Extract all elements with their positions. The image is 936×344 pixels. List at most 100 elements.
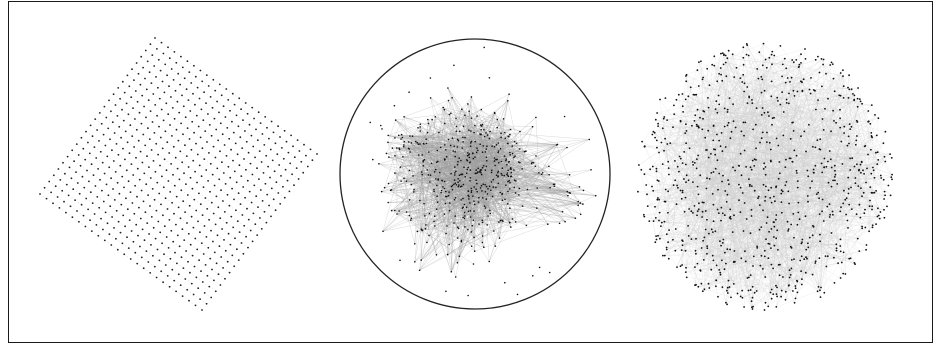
grid-node — [120, 203, 123, 206]
cluster-node — [509, 207, 511, 209]
grid-node — [144, 49, 147, 52]
cloud-node — [769, 148, 772, 151]
cluster-node — [476, 147, 478, 149]
grid-node — [159, 136, 162, 139]
grid-node — [119, 231, 122, 234]
cloud-node — [646, 193, 648, 196]
cluster-node — [475, 179, 477, 181]
grid-node — [213, 184, 216, 187]
grid-node — [140, 55, 143, 58]
cloud-node — [858, 168, 860, 171]
grid-node — [198, 192, 200, 195]
cloud-node — [815, 193, 818, 196]
cloud-node — [770, 228, 773, 230]
cluster-node — [489, 212, 492, 215]
grid-node — [71, 149, 74, 152]
cloud-node — [768, 243, 771, 245]
cluster-node — [515, 180, 517, 182]
cloud-node — [659, 98, 661, 101]
cluster-node — [500, 160, 503, 163]
cloud-node — [891, 173, 893, 176]
cluster-node — [504, 137, 507, 140]
cloud-node — [764, 173, 767, 176]
grid-node — [203, 91, 206, 94]
cluster-node — [416, 141, 418, 144]
grid-node — [221, 161, 223, 164]
cloud-node — [839, 72, 842, 74]
cluster-node — [492, 186, 495, 188]
cloud-node — [882, 142, 885, 145]
cloud-node — [699, 116, 701, 119]
cloud-node — [655, 170, 658, 173]
cloud-node — [854, 177, 857, 179]
grid-node — [233, 198, 235, 201]
cloud-node — [660, 221, 663, 224]
grid-node — [119, 97, 121, 100]
grid-node — [215, 128, 218, 131]
cloud-node — [741, 296, 744, 299]
grid-node — [225, 221, 228, 224]
cluster-node — [454, 182, 457, 184]
cloud-node — [744, 260, 747, 263]
grid-node — [238, 231, 241, 234]
cloud-node — [668, 229, 670, 232]
cloud-node — [836, 183, 839, 185]
grid-node — [168, 285, 171, 288]
cluster-node — [510, 226, 512, 228]
grid-node — [163, 91, 166, 94]
cloud-node — [667, 167, 670, 170]
cluster-node — [499, 191, 501, 194]
cloud-node — [809, 187, 812, 189]
grid-node — [245, 168, 247, 171]
cloud-node — [857, 185, 860, 188]
cluster-node — [507, 174, 509, 176]
cluster-node — [491, 195, 494, 198]
cloud-node — [694, 114, 697, 117]
cluster-node — [480, 173, 483, 176]
cluster-node — [448, 209, 451, 212]
cloud-node — [808, 236, 811, 239]
cloud-node — [867, 153, 869, 156]
cloud-node — [821, 171, 824, 174]
grid-node — [150, 244, 152, 246]
grid-node — [162, 214, 164, 217]
cluster-node — [519, 161, 521, 164]
cloud-node — [865, 248, 867, 251]
cloud-node — [882, 178, 885, 181]
cluster-node — [444, 122, 446, 125]
cluster-node — [485, 132, 487, 134]
cluster-node — [423, 143, 425, 145]
grid-node — [233, 170, 236, 173]
grid-node — [111, 121, 114, 124]
cloud-node — [717, 295, 719, 298]
cluster-node — [456, 226, 459, 229]
grid-node — [233, 265, 236, 268]
cluster-node — [414, 261, 416, 263]
cloud-node — [775, 237, 778, 240]
cloud-node — [785, 98, 788, 101]
grid-node — [209, 257, 212, 260]
cluster-node — [474, 156, 476, 158]
cluster-node — [469, 145, 472, 147]
cloud-node — [698, 126, 700, 129]
grid-node — [283, 196, 286, 199]
cluster-node — [424, 215, 426, 217]
cloud-node — [721, 150, 724, 153]
grid-node — [238, 164, 241, 167]
cluster-node — [506, 164, 508, 166]
grid-node — [142, 133, 145, 136]
grid-node — [199, 231, 201, 234]
cloud-node — [834, 173, 837, 176]
cluster-node — [456, 262, 459, 264]
cluster-node — [391, 147, 394, 149]
cluster-node — [523, 150, 526, 153]
grid-node — [250, 201, 253, 204]
cloud-node — [724, 146, 727, 148]
grid-node — [124, 158, 126, 161]
grid-node — [190, 282, 193, 285]
cluster-node — [479, 143, 481, 145]
grid-node — [212, 145, 215, 148]
cluster-node — [444, 144, 446, 146]
grid-node — [177, 273, 180, 276]
grid-node — [261, 133, 264, 135]
